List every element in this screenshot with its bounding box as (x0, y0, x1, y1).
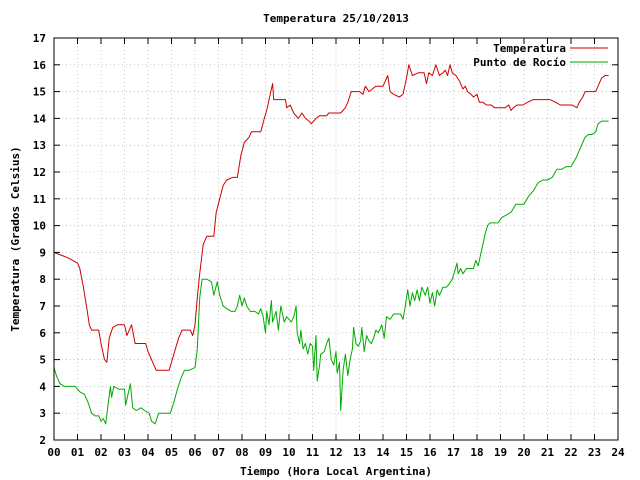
x-tick-label: 17 (447, 446, 460, 459)
y-tick-label: 3 (39, 407, 46, 420)
y-tick-label: 13 (33, 139, 46, 152)
x-tick-label: 21 (541, 446, 555, 459)
legend-label-punto-de-rocio: Punto de Rocío (473, 56, 566, 69)
y-tick-label: 10 (33, 220, 46, 233)
y-tick-label: 14 (33, 112, 47, 125)
x-tick-label: 12 (329, 446, 342, 459)
ticks (53, 37, 619, 441)
x-tick-label: 23 (588, 446, 601, 459)
y-tick-label: 2 (39, 434, 46, 447)
x-tick-label: 03 (118, 446, 131, 459)
legend: Temperatura Punto de Rocío (473, 42, 608, 69)
x-tick-label: 11 (306, 446, 320, 459)
y-tick-label: 16 (33, 59, 47, 72)
x-tick-label: 09 (259, 446, 272, 459)
series-layer (53, 64, 609, 425)
y-tick-label: 5 (39, 354, 46, 367)
x-tick-label: 16 (423, 446, 437, 459)
y-tick-label: 15 (33, 86, 46, 99)
legend-label-temperatura: Temperatura (493, 42, 566, 55)
x-tick-label: 06 (188, 446, 202, 459)
series-line-temperatura (53, 64, 609, 371)
y-tick-label: 7 (39, 300, 46, 313)
x-tick-label: 18 (470, 446, 483, 459)
x-tick-label: 10 (282, 446, 295, 459)
x-tick-label: 14 (376, 446, 390, 459)
y-tick-label: 9 (39, 246, 46, 259)
x-tick-label: 13 (353, 446, 366, 459)
x-tick-label: 15 (400, 446, 413, 459)
y-tick-label: 4 (39, 380, 46, 393)
x-tick-label: 00 (47, 446, 60, 459)
y-tick-label: 8 (39, 273, 46, 286)
tick-labels: 00 01 02 03 04 05 06 07 08 09 10 11 12 13 14 15 16 17 18 19… (33, 32, 625, 459)
x-tick-label: 19 (494, 446, 507, 459)
x-tick-label: 08 (235, 446, 248, 459)
x-tick-label: 22 (564, 446, 577, 459)
y-tick-label: 17 (33, 32, 46, 45)
x-tick-label: 05 (165, 446, 178, 459)
x-tick-label: 01 (71, 446, 85, 459)
chart-title: Temperatura 25/10/2013 (263, 12, 409, 25)
y-tick-label: 12 (33, 166, 46, 179)
x-tick-label: 07 (212, 446, 225, 459)
y-tick-label: 11 (33, 193, 47, 206)
x-tick-label: 24 (611, 446, 625, 459)
x-axis-title: Tiempo (Hora Local Argentina) (240, 465, 432, 478)
x-tick-label: 04 (141, 446, 155, 459)
x-tick-label: 02 (94, 446, 107, 459)
x-tick-label: 20 (517, 446, 530, 459)
y-tick-label: 6 (39, 327, 46, 340)
grid (54, 38, 618, 440)
y-axis-title: Temperatura (Grados Celsius) (9, 146, 22, 331)
series-line-punto-de-rocio (53, 120, 609, 425)
